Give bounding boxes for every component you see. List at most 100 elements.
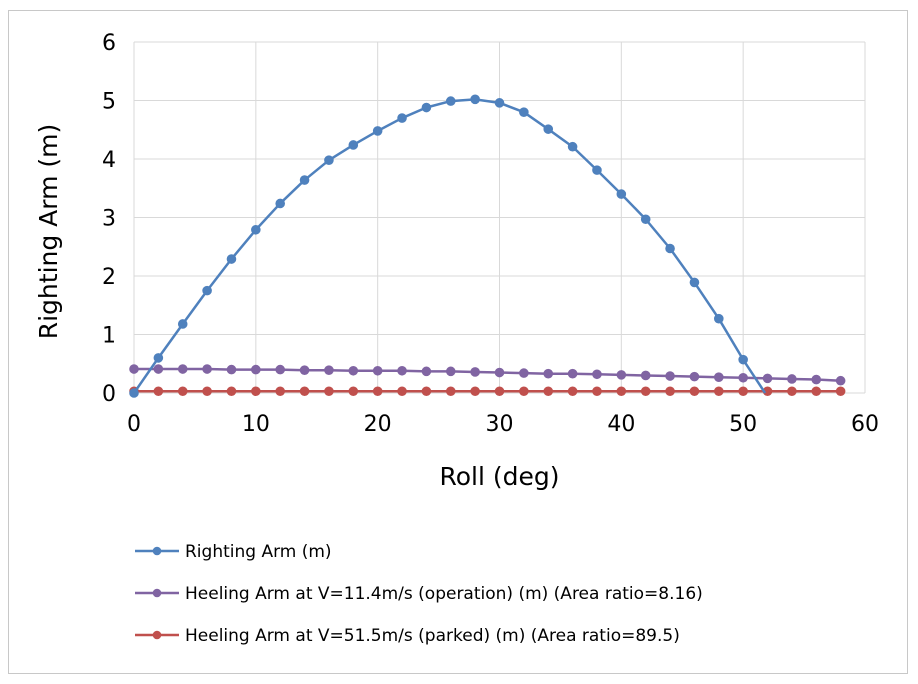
heeling-arm-parked-point bbox=[324, 386, 334, 397]
righting-arm-point bbox=[397, 113, 407, 123]
heeling-arm-operation-point bbox=[275, 364, 286, 375]
heeling-arm-operation-point bbox=[129, 364, 139, 374]
heeling-arm-parked-point bbox=[519, 386, 529, 397]
heeling-arm-operation-point bbox=[519, 368, 529, 378]
heeling-arm-parked-point bbox=[445, 386, 456, 397]
legend: Righting Arm (m) Heeling Arm at V=11.4m/s… bbox=[135, 542, 703, 646]
heeling-arm-operation-point bbox=[762, 373, 773, 384]
righting-arm-point bbox=[640, 214, 651, 225]
righting-arm-point bbox=[592, 165, 602, 175]
heeling-arm-parked-point bbox=[299, 386, 310, 397]
y-tick-label: 5 bbox=[102, 90, 116, 115]
heeling-arm-operation-point bbox=[226, 364, 237, 375]
righting-arm-point bbox=[519, 107, 529, 117]
heeling-arm-parked-point bbox=[372, 386, 383, 397]
heeling-arm-operation-point bbox=[445, 366, 456, 377]
righting-arm-point bbox=[226, 254, 237, 264]
x-tick-label: 30 bbox=[486, 412, 514, 437]
heeling-arm-parked-point bbox=[835, 386, 846, 397]
heeling-arm-parked-point bbox=[470, 386, 480, 397]
heeling-arm-operation-point bbox=[202, 364, 212, 374]
y-tick-label: 3 bbox=[102, 207, 116, 232]
heeling-arm-operation-point bbox=[714, 372, 724, 383]
righting-arm-point bbox=[275, 198, 286, 209]
heeling-arm-parked-point bbox=[251, 386, 261, 397]
heeling-arm-operation-point bbox=[348, 365, 359, 376]
heeling-arm-operation-point bbox=[372, 365, 383, 376]
heeling-arm-parked-point bbox=[275, 386, 286, 397]
heeling-arm-operation-point bbox=[251, 364, 261, 375]
heeling-arm-parked-point bbox=[640, 386, 651, 397]
heeling-arm-operation-point bbox=[567, 368, 578, 379]
righting-arm-point bbox=[177, 319, 188, 329]
x-tick-label: 10 bbox=[242, 412, 270, 437]
heeling-arm-operation-point bbox=[616, 370, 627, 380]
righting-arm-point bbox=[445, 96, 456, 106]
y-tick-label: 4 bbox=[102, 148, 116, 173]
heeling-arm-operation-point bbox=[470, 367, 480, 377]
righting-arm-point bbox=[470, 94, 480, 105]
heeling-arm-operation-point bbox=[177, 364, 188, 374]
heeling-arm-operation-point bbox=[665, 371, 675, 381]
heeling-arm-parked-point bbox=[543, 386, 554, 397]
heeling-arm-operation-point bbox=[592, 369, 602, 380]
y-tick-label: 0 bbox=[102, 382, 116, 407]
tick-layer: 0 10 20 30 40 50 60 0 1 2 3 4 5 6 bbox=[102, 31, 879, 437]
heeling-arm-operation-point bbox=[153, 364, 164, 374]
heeling-arm-parked-point bbox=[494, 386, 505, 397]
legend-label-righting-arm: Righting Arm (m) bbox=[185, 542, 332, 562]
chart-frame: 0 10 20 30 40 50 60 0 1 2 3 4 5 6 Roll (deg) Righting… bbox=[8, 10, 908, 674]
righting-arm-point bbox=[299, 175, 310, 185]
heeling-arm-parked-point bbox=[226, 386, 237, 397]
righting-arm-point bbox=[129, 388, 139, 398]
heeling-arm-parked-point bbox=[811, 386, 822, 397]
y-tick-label: 6 bbox=[102, 31, 116, 56]
heeling-arm-parked-point bbox=[616, 386, 627, 397]
y-tick-label: 2 bbox=[102, 265, 116, 290]
y-axis-title: Righting Arm (m) bbox=[34, 124, 63, 340]
heeling-arm-parked-point bbox=[177, 386, 188, 397]
heeling-arm-operation-point bbox=[397, 365, 407, 376]
x-tick-label: 50 bbox=[729, 412, 757, 437]
x-tick-label: 20 bbox=[364, 412, 392, 437]
heeling-arm-operation-point bbox=[494, 367, 505, 378]
heeling-arm-parked-point bbox=[689, 386, 700, 397]
heeling-arm-parked-point bbox=[348, 386, 359, 397]
righting-arm-point bbox=[738, 354, 748, 365]
heeling-arm-parked-point bbox=[397, 386, 407, 397]
heeling-arm-operation-point bbox=[835, 375, 846, 386]
heeling-arm-parked-point bbox=[787, 386, 797, 397]
heeling-arm-parked-point bbox=[567, 386, 578, 397]
heeling-arm-operation-point bbox=[543, 368, 554, 379]
righting-arm-point bbox=[372, 126, 383, 136]
righting-arm-point bbox=[324, 155, 334, 165]
x-tick-label: 0 bbox=[127, 412, 141, 437]
heeling-arm-parked-point bbox=[738, 386, 748, 397]
heeling-arm-operation-point bbox=[324, 365, 334, 375]
righting-arm-point bbox=[202, 285, 212, 296]
righting-arm-point bbox=[714, 313, 724, 324]
x-tick-label: 60 bbox=[851, 412, 879, 437]
x-tick-label: 40 bbox=[607, 412, 635, 437]
legend-label-heeling-arm-parked: Heeling Arm at V=51.5m/s (parked) (m) (A… bbox=[185, 626, 680, 646]
legend-marker-heeling-arm-parked bbox=[152, 630, 162, 640]
heeling-arm-parked-point bbox=[592, 386, 602, 397]
righting-arm-point bbox=[665, 243, 675, 254]
legend-marker-heeling-arm-operation bbox=[152, 588, 162, 598]
heeling-arm-operation-line bbox=[134, 367, 841, 382]
righting-arm-point bbox=[494, 98, 505, 108]
heeling-arm-operation-point bbox=[299, 365, 310, 375]
righting-arm-point bbox=[348, 140, 359, 150]
grid-layer bbox=[133, 41, 866, 394]
heeling-arm-operation-point bbox=[811, 374, 822, 385]
series-layer bbox=[129, 94, 846, 398]
righting-arm-point bbox=[421, 102, 432, 113]
righting-arm-point bbox=[689, 277, 700, 288]
heeling-arm-parked-point bbox=[202, 386, 212, 397]
heeling-arm-parked-point bbox=[714, 386, 724, 397]
heeling-arm-operation-point bbox=[787, 374, 797, 384]
heeling-arm-operation-point bbox=[640, 370, 651, 381]
heeling-arm-parked-point bbox=[665, 386, 675, 397]
heeling-arm-operation-point bbox=[738, 372, 748, 383]
heeling-arm-operation-point bbox=[689, 371, 700, 382]
